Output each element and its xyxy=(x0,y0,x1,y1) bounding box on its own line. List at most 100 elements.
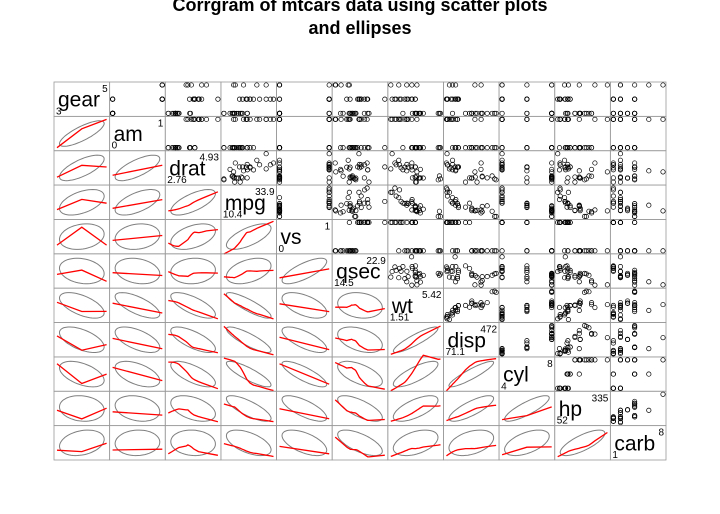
point-drat-vs-carb-2 xyxy=(610,165,616,171)
point-wt-vs-carb-13 xyxy=(624,300,631,306)
point-mpg-vs-carb-2 xyxy=(610,198,616,205)
point-am-vs-hp-26 xyxy=(562,116,568,122)
point-am-vs-disp-27 xyxy=(446,116,452,122)
point-am-vs-mpg-23 xyxy=(227,145,233,151)
point-gear-vs-qsec-20 xyxy=(365,110,371,116)
point-am-vs-carb-20 xyxy=(610,145,616,151)
point-drat-vs-disp-6 xyxy=(479,173,485,179)
point-wt-vs-cyl-27 xyxy=(499,316,505,323)
point-drat-vs-disp-5 xyxy=(462,179,469,185)
point-qsec-vs-hp-23 xyxy=(589,279,595,285)
point-gear-vs-wt-28 xyxy=(409,82,415,88)
point-disp-vs-hp-31 xyxy=(565,347,571,353)
point-drat-vs-wt-16 xyxy=(436,173,443,179)
point-am-vs-drat-15 xyxy=(171,145,177,151)
point-drat-vs-carb-10 xyxy=(632,164,638,170)
point-disp-vs-hp-15 xyxy=(583,323,589,329)
point-vs-vs-wt-30 xyxy=(414,248,420,254)
point-qsec-vs-cyl-31 xyxy=(499,268,505,274)
point-am-vs-hp-16 xyxy=(586,145,592,151)
point-mpg-vs-disp-16 xyxy=(489,208,495,214)
point-wt-vs-carb-24 xyxy=(617,300,624,306)
point-mpg-vs-qsec-26 xyxy=(345,195,351,201)
point-wt-vs-disp-5 xyxy=(462,302,469,308)
point-gear-vs-disp-23 xyxy=(478,110,484,116)
point-gear-vs-carb-13 xyxy=(624,110,631,116)
ellipse-disp-vs-gear xyxy=(59,326,105,353)
point-vs-vs-cyl-30 xyxy=(549,248,555,254)
point-drat-vs-disp-26 xyxy=(449,157,456,163)
point-drat-vs-mpg-10 xyxy=(236,164,243,170)
point-vs-vs-carb-30 xyxy=(660,248,666,254)
point-drat-vs-mpg-30 xyxy=(231,169,237,175)
point-mpg-vs-disp-13 xyxy=(469,208,475,214)
point-vs-vs-disp-8 xyxy=(452,219,458,226)
point-disp-vs-carb-28 xyxy=(632,331,638,337)
point-gear-vs-qsec-31 xyxy=(356,96,362,102)
point-qsec-vs-disp-7 xyxy=(453,264,459,270)
point-mpg-vs-vs-15 xyxy=(276,213,283,220)
point-drat-vs-disp-28 xyxy=(478,160,484,166)
point-mpg-vs-wt-30 xyxy=(414,208,420,214)
point-mpg-vs-hp-27 xyxy=(565,189,571,195)
point-gear-vs-qsec-30 xyxy=(333,82,339,88)
point-gear-vs-mpg-29 xyxy=(241,82,247,88)
smooth-line-carb-vs-qsec xyxy=(334,436,385,458)
point-drat-vs-hp-7 xyxy=(556,167,563,173)
ellipse-am-vs-gear xyxy=(58,120,105,147)
point-qsec-vs-hp-6 xyxy=(589,278,595,284)
point-gear-vs-qsec-24 xyxy=(347,110,353,116)
point-hp-vs-carb-30 xyxy=(660,391,666,397)
point-drat-vs-disp-29 xyxy=(453,168,459,174)
point-qsec-vs-disp-25 xyxy=(444,267,450,273)
point-mpg-vs-carb-15 xyxy=(632,213,638,220)
point-qsec-vs-wt-30 xyxy=(414,282,420,288)
point-drat-vs-disp-18 xyxy=(444,151,450,157)
point-cyl-vs-carb-24 xyxy=(617,357,624,363)
point-am-vs-cyl-24 xyxy=(549,145,555,151)
point-gear-vs-drat-31 xyxy=(196,96,202,102)
point-drat-vs-carb-5 xyxy=(610,179,616,185)
ellipse-qsec-vs-gear xyxy=(59,257,105,285)
point-drat-vs-hp-16 xyxy=(586,173,592,179)
ellipse-qsec-vs-drat xyxy=(170,257,216,285)
point-gear-vs-drat-28 xyxy=(199,82,205,88)
point-wt-vs-hp-7 xyxy=(556,304,563,310)
point-drat-vs-cyl-3 xyxy=(524,175,530,181)
point-qsec-vs-hp-25 xyxy=(557,267,563,273)
ellipse-cyl-vs-wt xyxy=(392,360,439,388)
point-qsec-vs-carb-15 xyxy=(632,271,638,277)
point-am-vs-drat-16 xyxy=(176,145,182,151)
point-qsec-vs-cyl-5 xyxy=(524,263,530,269)
point-vs-vs-cyl-31 xyxy=(499,219,505,226)
point-disp-vs-carb-24 xyxy=(617,328,624,334)
point-disp-vs-cyl-13 xyxy=(549,336,555,342)
point-mpg-vs-wt-24 xyxy=(417,203,423,209)
point-qsec-vs-cyl-8 xyxy=(499,254,505,260)
point-mpg-vs-vs-7 xyxy=(326,197,332,203)
point-am-vs-qsec-25 xyxy=(358,116,364,122)
var-name-carb: carb xyxy=(614,432,655,455)
point-qsec-vs-disp-29 xyxy=(453,279,459,285)
point-cyl-vs-hp-26 xyxy=(562,385,568,391)
point-wt-vs-cyl-8 xyxy=(499,305,505,311)
point-gear-vs-hp-23 xyxy=(589,110,595,116)
ellipse-drat-vs-gear xyxy=(58,154,105,182)
point-disp-vs-cyl-16 xyxy=(549,325,555,331)
point-mpg-vs-cyl-10 xyxy=(524,204,530,211)
point-gear-vs-cyl-20 xyxy=(499,110,505,116)
point-am-vs-disp-21 xyxy=(474,145,480,151)
point-gear-vs-drat-18 xyxy=(215,96,221,102)
smooth-line-cyl-vs-am xyxy=(112,366,163,382)
point-disp-vs-hp-10 xyxy=(567,344,573,350)
point-qsec-vs-wt-23 xyxy=(417,279,423,285)
point-qsec-vs-wt-19 xyxy=(392,264,398,270)
point-mpg-vs-carb-17 xyxy=(610,187,616,193)
point-mpg-vs-hp-12 xyxy=(577,205,583,211)
point-qsec-vs-wt-20 xyxy=(400,264,406,270)
point-vs-vs-cyl-29 xyxy=(524,248,530,254)
point-mpg-vs-wt-18 xyxy=(389,189,395,195)
point-drat-vs-carb-21 xyxy=(617,179,624,185)
point-cyl-vs-hp-16 xyxy=(586,357,592,363)
point-wt-vs-carb-16 xyxy=(632,289,638,295)
